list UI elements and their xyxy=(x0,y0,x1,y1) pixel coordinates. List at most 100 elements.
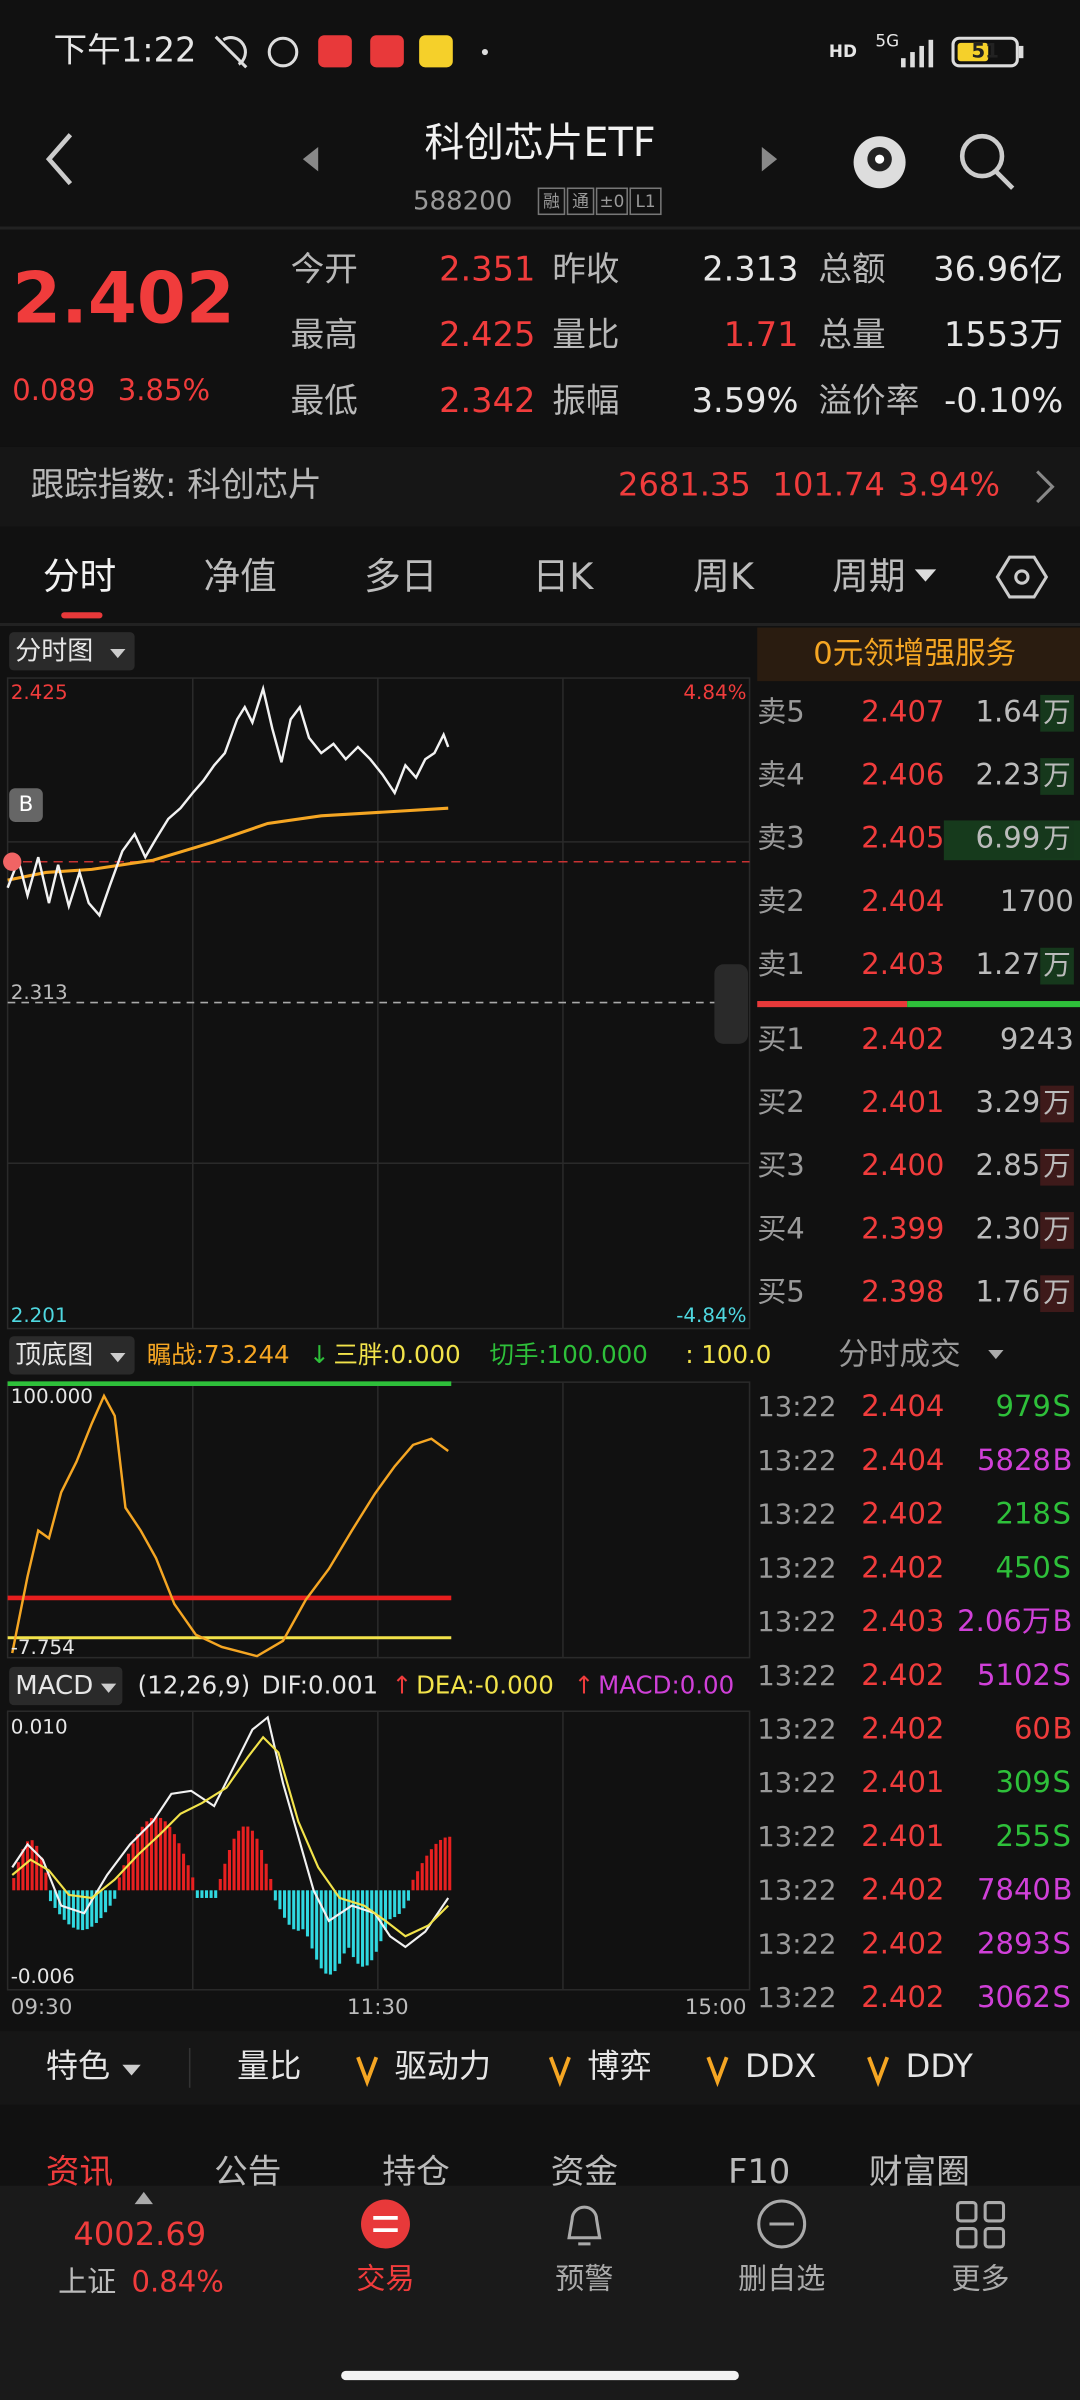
macd-bar-shape xyxy=(443,1837,447,1891)
trade-price: 2.404 xyxy=(861,1443,944,1477)
news-tab[interactable]: 财富圈 xyxy=(869,2152,970,2191)
news-tab[interactable]: 资讯 xyxy=(46,2152,113,2191)
book-label: 买2 xyxy=(757,1085,805,1119)
tag-box xyxy=(566,187,595,216)
toolbar-item[interactable]: 量比 xyxy=(237,2047,301,2085)
nav-item[interactable]: 交易 xyxy=(356,2262,414,2296)
collapse-handle[interactable] xyxy=(714,964,749,1044)
nav-item[interactable]: 更多 xyxy=(952,2262,1010,2296)
dropdown-arrow xyxy=(122,2064,141,2076)
trade-volume: 3062 xyxy=(977,1980,1051,2014)
tab[interactable]: 多日 xyxy=(364,555,437,598)
macd-bar-shape xyxy=(429,1849,433,1891)
search-icon[interactable] xyxy=(959,133,1015,190)
macd-bar-shape xyxy=(48,1890,53,1902)
tab[interactable]: 周K xyxy=(693,555,755,598)
trade-side: S xyxy=(1052,1926,1070,1960)
macd-bar-shape xyxy=(393,1890,397,1918)
indicator-item: ↓ xyxy=(309,1340,330,1369)
macd-bar-shape xyxy=(117,1877,121,1891)
tab[interactable]: 周期 xyxy=(832,555,905,598)
macd-bar-shape xyxy=(108,1890,112,1906)
macd-bar-shape xyxy=(292,1890,296,1930)
prev-button[interactable] xyxy=(302,146,319,172)
index-value: 2681.35 xyxy=(618,466,751,504)
nav-item[interactable]: 预警 xyxy=(555,2262,613,2296)
promo[interactable]: 0元领增强服务 xyxy=(813,637,1016,672)
trades-label: 分时成交 xyxy=(838,1338,960,1373)
divider xyxy=(0,622,1080,627)
macd-bar-shape xyxy=(241,1826,245,1891)
unit-box xyxy=(1040,1148,1074,1186)
macd-bar-shape xyxy=(53,1890,57,1908)
macd-bar-shape xyxy=(388,1890,392,1920)
field-value: 3.59% xyxy=(692,381,799,420)
macd-bar-shape xyxy=(223,1863,227,1891)
tag: 通 xyxy=(572,191,589,211)
macd-bar-shape xyxy=(140,1826,144,1891)
macd-item: ↑ xyxy=(574,1671,595,1700)
promo-bg[interactable] xyxy=(757,627,1080,682)
tag-box xyxy=(629,187,662,216)
bid-strength xyxy=(757,1001,908,1008)
trade-side: B xyxy=(1052,1873,1072,1907)
news-tab[interactable]: 资金 xyxy=(551,2152,618,2191)
book-price: 2.399 xyxy=(861,1211,944,1245)
field-value: 1553万 xyxy=(944,315,1063,354)
trade-time: 13:22 xyxy=(757,1606,836,1638)
toolbar-item[interactable]: DDX xyxy=(745,2047,816,2085)
macd-bar-shape xyxy=(342,1890,346,1954)
macd-bar-shape xyxy=(30,1840,34,1891)
toolbar-item[interactable]: 博弈 xyxy=(587,2047,651,2085)
tab[interactable]: 分时 xyxy=(43,555,116,598)
trade-time: 13:22 xyxy=(757,1445,836,1477)
macd-bar-shape xyxy=(136,1834,140,1891)
trade-volume: 5828 xyxy=(977,1443,1051,1477)
market-name: 上证 xyxy=(58,2265,116,2299)
mascot-icon[interactable] xyxy=(853,136,906,189)
trade-time: 13:22 xyxy=(757,1928,836,1960)
nav-item[interactable]: 删自选 xyxy=(738,2262,825,2296)
tab[interactable]: 日K xyxy=(533,555,595,598)
field-value: -0.10% xyxy=(944,381,1063,420)
macd-bar-shape xyxy=(21,1849,25,1891)
macd-bar-shape xyxy=(44,1872,48,1891)
field-value: 2.351 xyxy=(439,249,535,288)
macd-bar-shape xyxy=(149,1817,153,1891)
macd-label: MACD xyxy=(15,1671,93,1701)
book-price: 2.402 xyxy=(861,1022,944,1056)
home-indicator xyxy=(341,2370,739,2381)
index-chevron[interactable] xyxy=(1036,470,1055,504)
book-unit: 万 xyxy=(1043,759,1071,791)
high-pct: 4.84% xyxy=(683,681,746,704)
title: 科创芯片ETF xyxy=(424,120,655,166)
toolbar-item[interactable]: DDY xyxy=(906,2047,974,2085)
news-tab[interactable]: 公告 xyxy=(214,2152,281,2191)
nav-bg xyxy=(0,2185,1080,2400)
field-label: 总量 xyxy=(818,315,885,354)
macd-bar-shape xyxy=(333,1890,337,1972)
next-button[interactable] xyxy=(761,146,778,172)
back-button[interactable] xyxy=(45,133,73,186)
trade-price: 2.401 xyxy=(861,1819,944,1853)
macd-bar-shape xyxy=(379,1890,383,1942)
dropdown-arrow xyxy=(914,569,937,582)
macd-bar-shape xyxy=(365,1890,369,1966)
toolbar-label[interactable]: 特色 xyxy=(46,2047,110,2085)
tab[interactable]: 净值 xyxy=(203,555,276,598)
news-tab[interactable]: F10 xyxy=(728,2152,790,2191)
macd-bar-shape xyxy=(126,1853,131,1891)
trade-time: 13:22 xyxy=(757,1982,836,2014)
field-label: 总额 xyxy=(818,249,885,288)
indicator-label-box xyxy=(9,1336,135,1375)
toolbar-item[interactable]: 驱动力 xyxy=(395,2047,491,2085)
market-pct: 0.84% xyxy=(132,2265,224,2299)
trade-volume: 7840 xyxy=(977,1873,1051,1907)
tag-box xyxy=(595,187,628,216)
news-tab[interactable]: 持仓 xyxy=(382,2152,449,2191)
book-price: 2.403 xyxy=(861,947,944,981)
status-time: 下午1:22 xyxy=(54,31,197,70)
macd-item: (12,26,9) xyxy=(138,1671,250,1700)
settings-icon[interactable] xyxy=(995,555,1049,599)
macd-bar-shape xyxy=(39,1857,43,1891)
